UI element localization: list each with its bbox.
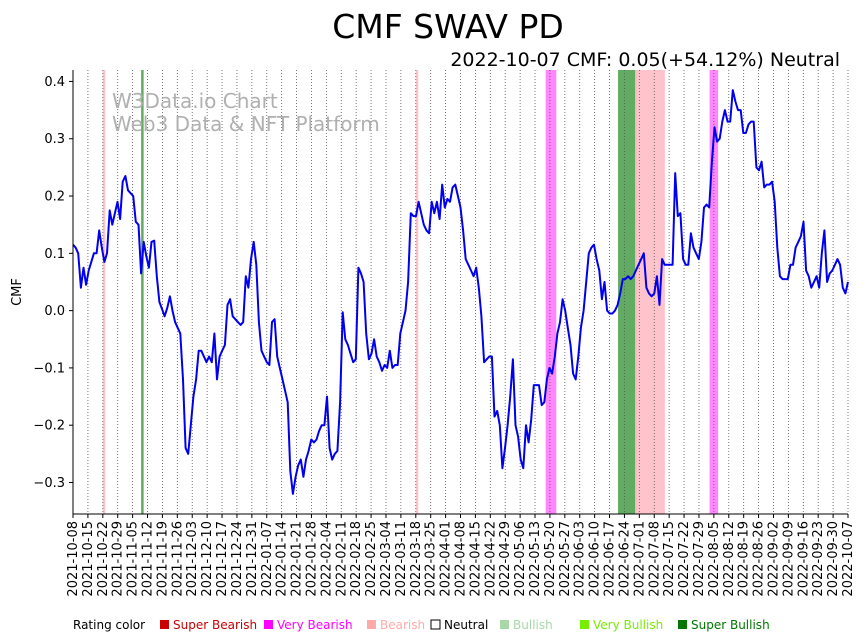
x-tick-label-3: 2021-10-29 (111, 521, 126, 597)
x-tick-label-37: 2022-06-24 (617, 521, 632, 597)
rating-band-1 (141, 70, 144, 514)
x-tick-label-20: 2022-02-25 (364, 521, 379, 597)
x-tick-label-15: 2022-01-21 (290, 521, 305, 597)
legend-label-3: Neutral (444, 618, 488, 632)
x-tick-label-9: 2021-12-10 (200, 521, 215, 597)
x-tick-label-23: 2022-03-18 (409, 521, 424, 597)
x-tick-label-1: 2021-10-15 (81, 521, 96, 597)
x-tick-label-27: 2022-04-15 (468, 521, 483, 597)
x-tick-label-14: 2022-01-14 (275, 521, 290, 597)
x-tick-label-22: 2022-03-11 (394, 521, 409, 597)
x-tick-label-2: 2021-10-22 (96, 521, 111, 597)
legend-swatch-4 (500, 620, 509, 629)
y-tick-label-4: 0.1 (44, 247, 65, 262)
watermark-line1: W3Data.io Chart (112, 89, 278, 113)
x-tick-label-5: 2021-11-12 (141, 521, 156, 597)
x-ticks: 2021-10-08 2021-10-15 2021-10-22 2021-10-29… (66, 514, 856, 597)
rating-band-2 (415, 70, 419, 514)
x-tick-label-39: 2022-07-08 (647, 521, 662, 597)
x-tick-label-30: 2022-05-06 (513, 521, 528, 597)
x-tick-label-32: 2022-05-20 (543, 521, 558, 597)
legend-swatch-6 (678, 620, 687, 629)
x-tick-label-51: 2022-09-30 (826, 521, 841, 597)
legend-swatch-0 (160, 620, 169, 629)
legend-label-5: Very Bullish (593, 618, 663, 632)
y-tick-label-3: 0.0 (44, 304, 65, 319)
x-tick-label-7: 2021-11-26 (170, 521, 185, 597)
legend-title: Rating color (73, 618, 145, 632)
x-tick-label-50: 2022-09-23 (811, 521, 826, 597)
x-tick-label-52: 2022-10-07 (841, 521, 856, 597)
legend-swatch-3 (430, 619, 441, 630)
legend-swatch-5 (580, 620, 589, 629)
legend-label-2: Bearish (380, 618, 425, 632)
x-tick-label-17: 2022-02-04 (319, 521, 334, 597)
y-ticks: −0.3 −0.2 −0.1 0.0 0.1 0.2 0.3 0.4 (33, 75, 73, 491)
x-tick-label-8: 2021-12-03 (185, 521, 200, 597)
y-tick-label-7: 0.4 (44, 75, 65, 90)
y-tick-label-2: −0.1 (33, 361, 65, 376)
rating-band-0 (102, 70, 106, 514)
legend-label-0: Super Bearish (173, 618, 257, 632)
legend-swatch-2 (367, 620, 376, 629)
x-tick-label-46: 2022-08-26 (752, 521, 767, 597)
x-tick-label-42: 2022-07-29 (692, 521, 707, 597)
cmf-series-line (72, 89, 849, 495)
rating-band-3 (545, 70, 557, 514)
x-tick-label-11: 2021-12-24 (230, 521, 245, 597)
x-tick-label-48: 2022-09-09 (781, 521, 796, 597)
vertical-gridlines (72, 70, 849, 514)
x-tick-label-34: 2022-06-03 (573, 521, 588, 597)
x-tick-label-43: 2022-08-05 (707, 521, 722, 597)
y-tick-label-1: −0.2 (33, 419, 65, 434)
x-tick-label-18: 2022-02-11 (334, 521, 349, 597)
x-tick-label-33: 2022-05-27 (558, 521, 573, 597)
x-tick-label-36: 2022-06-17 (603, 521, 618, 597)
watermark-line2: Web3 Data & NFT Platform (112, 112, 380, 136)
x-tick-label-28: 2022-04-22 (483, 521, 498, 597)
x-tick-label-6: 2021-11-19 (155, 521, 170, 597)
rating-bands (102, 70, 719, 514)
y-tick-label-6: 0.3 (44, 132, 65, 147)
x-tick-label-31: 2022-05-13 (528, 521, 543, 597)
x-tick-label-49: 2022-09-16 (796, 521, 811, 597)
x-tick-label-4: 2021-11-05 (126, 521, 141, 597)
x-tick-label-13: 2022-01-07 (260, 521, 275, 597)
x-tick-label-44: 2022-08-12 (722, 521, 737, 597)
legend-swatch-1 (264, 620, 273, 629)
x-tick-label-35: 2022-06-10 (588, 521, 603, 597)
x-tick-label-19: 2022-02-18 (349, 521, 364, 597)
x-tick-label-24: 2022-03-25 (424, 521, 439, 597)
x-tick-label-38: 2022-07-01 (632, 521, 647, 597)
x-tick-label-45: 2022-08-19 (737, 521, 752, 597)
y-axis-label: CMF (10, 278, 25, 306)
x-tick-label-25: 2022-04-01 (439, 521, 454, 597)
x-tick-label-0: 2021-10-08 (66, 521, 81, 597)
rating-legend: Rating color Super Bearish Very Bearish Be… (73, 618, 770, 632)
legend-label-4: Bullish (513, 618, 553, 632)
chart-title: CMF SWAV PD (332, 7, 564, 46)
x-tick-label-10: 2021-12-17 (215, 521, 230, 597)
x-tick-label-26: 2022-04-08 (454, 521, 469, 597)
x-tick-label-41: 2022-07-22 (677, 521, 692, 597)
legend-label-6: Super Bullish (691, 618, 770, 632)
x-tick-label-29: 2022-04-29 (498, 521, 513, 597)
legend-label-1: Very Bearish (277, 618, 353, 632)
y-tick-label-0: −0.3 (33, 476, 65, 491)
x-tick-label-47: 2022-09-02 (766, 521, 781, 597)
rating-band-4 (618, 70, 638, 514)
x-tick-label-16: 2022-01-28 (304, 521, 319, 597)
y-tick-label-5: 0.2 (44, 190, 65, 205)
chart-subtitle: 2022-10-07 CMF: 0.05(+54.12%) Neutral (450, 49, 840, 71)
x-tick-label-21: 2022-03-04 (379, 521, 394, 597)
x-tick-label-40: 2022-07-15 (662, 521, 677, 597)
x-tick-label-12: 2021-12-31 (245, 521, 260, 597)
